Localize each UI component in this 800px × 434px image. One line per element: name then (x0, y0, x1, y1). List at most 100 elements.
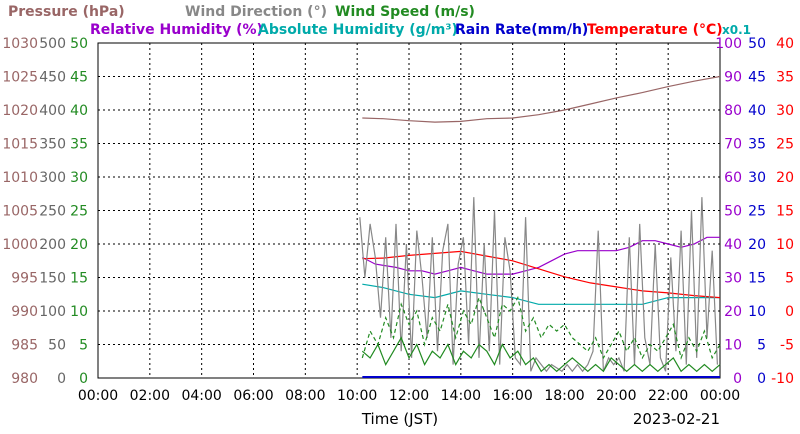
axis-tick-label: 15 (776, 204, 794, 220)
axis-tick-label: 5 (785, 271, 794, 287)
axis-tick-label: 10 (748, 304, 766, 320)
series-line-0 (362, 75, 721, 123)
axis-tick-label: 150 (39, 271, 66, 287)
x-tick-label: 08:00 (285, 388, 325, 404)
axis-tick-label: 35 (748, 137, 766, 153)
axis-tick-label: 1015 (2, 137, 38, 153)
date-label: 2023-02-21 (633, 410, 720, 428)
axis-tick-label: 40 (748, 103, 766, 119)
axis-tick-label: 450 (39, 70, 66, 86)
axis-tick-label: 80 (724, 103, 742, 119)
legend-item: Relative Humidity (%) (90, 22, 263, 38)
x-axis-label: Time (JST) (361, 410, 438, 428)
x-tick-label: 04:00 (181, 388, 221, 404)
abs-humidity-multiplier: x0.1 (722, 23, 751, 37)
axis-tick-label: 5 (757, 338, 766, 354)
axis-tick-label: 25 (776, 137, 794, 153)
legend-item: Wind Direction (°) (185, 4, 327, 20)
axis-tick-label: 15 (748, 271, 766, 287)
axis-tick-label: 20 (724, 304, 742, 320)
axis-tick-label: 0 (757, 371, 766, 387)
axis-tick-label: 70 (724, 137, 742, 153)
axis-tick-label: 60 (724, 170, 742, 186)
axis-tick-label: 250 (39, 204, 66, 220)
axis-tick-label: 30 (776, 103, 794, 119)
axis-tick-label: 10 (724, 338, 742, 354)
axis-tick-label: 40 (724, 237, 742, 253)
axis-tick-label: 100 (39, 304, 66, 320)
axis-tick-label: 25 (70, 204, 88, 220)
series-line-1 (362, 236, 720, 275)
axis-tick-label: 15 (70, 271, 88, 287)
x-tick-label: 16:00 (492, 388, 532, 404)
x-tick-label: 00:00 (700, 388, 740, 404)
axis-tick-label: 1000 (2, 237, 38, 253)
axis-tick-label: 500 (39, 36, 66, 52)
axis-tick-label: 10 (70, 304, 88, 320)
axis-tick-label: 40 (70, 103, 88, 119)
series-line-5 (361, 336, 721, 373)
axis-tick-label: 10 (776, 237, 794, 253)
axis-tick-label: 20 (776, 170, 794, 186)
legend-item: Rain Rate(mm/h) (455, 22, 588, 38)
x-tick-label: 06:00 (233, 388, 273, 404)
axis-tick-label: 0 (79, 371, 88, 387)
axis-tick-label: 1030 (2, 36, 38, 52)
axis-tick-label: 100 (715, 36, 742, 52)
legend-item: Absolute Humidity (g/m³) (258, 22, 458, 38)
axis-tick-label: 350 (39, 137, 66, 153)
x-tick-label: 22:00 (648, 388, 688, 404)
axis-tick-label: 20 (70, 237, 88, 253)
axis-tick-label: 25 (748, 204, 766, 220)
axis-tick-label: 0 (57, 371, 66, 387)
axis-tick-label: 0 (785, 304, 794, 320)
legend-item: Wind Speed (m/s) (335, 4, 475, 20)
series-line-3 (362, 250, 721, 299)
axis-tick-label: 995 (11, 271, 38, 287)
axis-tick-label: 1005 (2, 204, 38, 220)
series-line-4 (359, 197, 718, 373)
legend-item: Pressure (hPa) (8, 4, 125, 20)
axis-tick-label: 0 (733, 371, 742, 387)
axis-tick-label: 30 (748, 170, 766, 186)
axis-tick-label: 35 (70, 137, 88, 153)
axis-tick-label: 50 (48, 338, 66, 354)
axis-tick-label: 1020 (2, 103, 38, 119)
x-tick-label: 00:00 (78, 388, 118, 404)
left-axes: 9809859909951000100510101015102010251030… (2, 36, 88, 387)
axis-tick-label: 30 (70, 170, 88, 186)
axis-tick-label: 50 (724, 204, 742, 220)
legend-item: Temperature (°C) (587, 22, 723, 38)
axis-tick-label: 40 (776, 36, 794, 52)
axis-tick-label: 1010 (2, 170, 38, 186)
series-layer (359, 75, 721, 378)
axis-tick-label: 50 (748, 36, 766, 52)
x-tick-label: 12:00 (389, 388, 429, 404)
axis-tick-label: 5 (79, 338, 88, 354)
axis-tick-label: 990 (11, 304, 38, 320)
x-tick-label: 10:00 (337, 388, 377, 404)
x-tick-label: 14:00 (441, 388, 481, 404)
right-axes: 0102030405060708090100051015202530354045… (715, 36, 794, 387)
axis-tick-label: -5 (780, 338, 794, 354)
axis-tick-label: 1025 (2, 70, 38, 86)
axis-tick-label: 35 (776, 70, 794, 86)
x-axis: 00:00 02:00 04:00 06:00 08:00 10:00 12:00 14:00… (78, 388, 740, 404)
axis-tick-label: 50 (70, 36, 88, 52)
axis-tick-label: -10 (771, 371, 794, 387)
x-tick-label: 02:00 (130, 388, 170, 404)
grid (97, 42, 721, 379)
axis-tick-label: 300 (39, 170, 66, 186)
legend: Pressure (hPa) Wind Direction (°) Wind Spe… (8, 4, 751, 38)
axis-tick-label: 20 (748, 237, 766, 253)
axis-tick-label: 45 (70, 70, 88, 86)
axis-tick-label: 400 (39, 103, 66, 119)
axis-tick-label: 45 (748, 70, 766, 86)
series-line-6 (361, 295, 721, 360)
series-line-2 (362, 283, 720, 305)
axis-tick-label: 90 (724, 70, 742, 86)
axis-tick-label: 200 (39, 237, 66, 253)
x-tick-label: 20:00 (596, 388, 636, 404)
axis-tick-label: 980 (11, 371, 38, 387)
